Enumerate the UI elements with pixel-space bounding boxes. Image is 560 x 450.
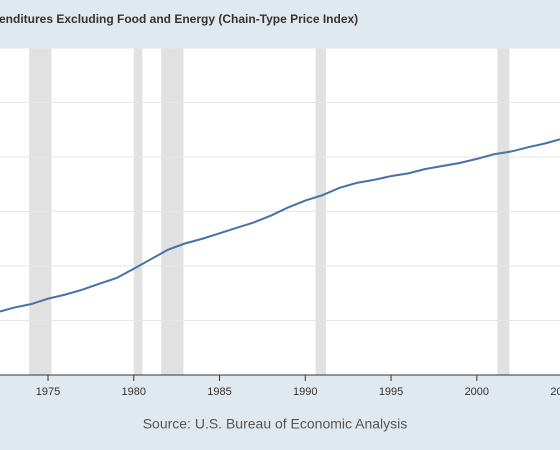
x-tick-label: 1995 bbox=[379, 386, 403, 398]
x-tick-label: 2005 bbox=[550, 386, 560, 398]
data-line bbox=[0, 138, 560, 313]
chart-title: enditures Excluding Food and Energy (Cha… bbox=[0, 12, 358, 26]
source: Source: U.S. Bureau of Economic Analysis bbox=[143, 416, 408, 432]
x-tick-label: 1990 bbox=[293, 386, 317, 398]
x-tick-label: 1975 bbox=[36, 386, 60, 398]
x-tick-label: 1985 bbox=[207, 386, 231, 398]
x-tick-label: 2000 bbox=[465, 386, 489, 398]
x-tick-label: 1980 bbox=[122, 386, 146, 398]
